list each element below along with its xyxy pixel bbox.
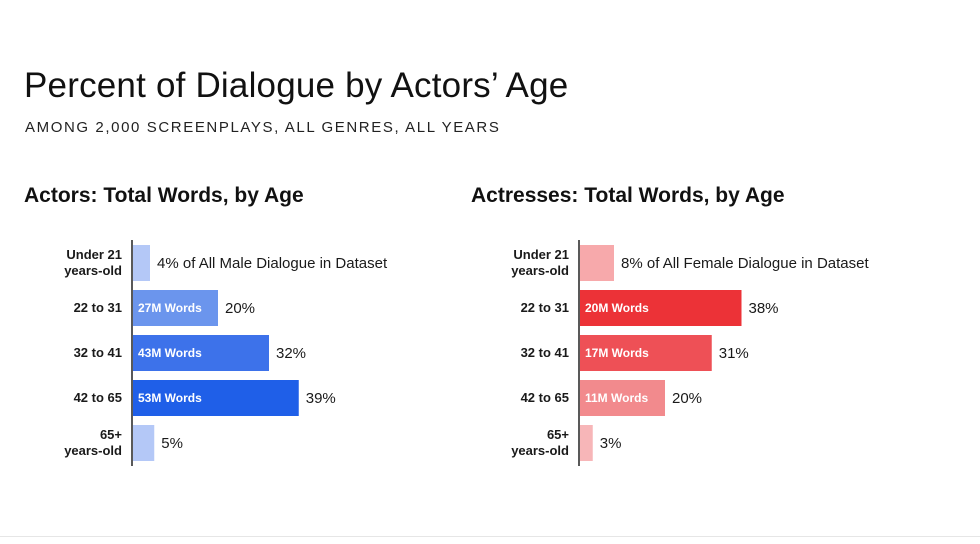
- actresses-bar-label-2: 20M Words: [585, 301, 649, 315]
- actresses-bar-3: [580, 335, 712, 371]
- actresses-bar-label-4: 11M Words: [585, 391, 648, 405]
- page-title: Percent of Dialogue by Actors’ Age: [24, 66, 569, 105]
- actors-bar-4: [133, 380, 299, 416]
- actresses-value-label-5: 3%: [600, 435, 622, 452]
- actors-value-label-3: 32%: [276, 345, 306, 362]
- chart-title-actresses: Actresses: Total Words, by Age: [471, 184, 785, 207]
- actors-bar-3: [133, 335, 269, 371]
- actors-value-label-4: 39%: [306, 390, 336, 407]
- bar-chart-actresses: Under 21 years-old 8% of All Female Dialog…: [511, 240, 869, 466]
- actresses-value-label-4: 20%: [672, 390, 702, 407]
- chart-title-actors: Actors: Total Words, by Age: [24, 184, 304, 207]
- actresses-value-label-2: 38%: [749, 300, 779, 317]
- bar-chart-actors: Under 21 years-old 4% of All Male Dialogue…: [64, 240, 388, 466]
- actors-bar-label-2: 27M Words: [138, 301, 202, 315]
- actresses-category-label-2: 22 to 31: [521, 300, 569, 315]
- divider: [0, 536, 980, 537]
- actresses-bar-1: [580, 245, 614, 281]
- actresses-bar-4: [580, 380, 665, 416]
- actresses-value-label-3: 31%: [719, 345, 749, 362]
- actors-value-label-1: 4% of All Male Dialogue in Dataset: [157, 255, 388, 272]
- actors-value-label-2: 20%: [225, 300, 255, 317]
- actors-category-label-2: 22 to 31: [74, 300, 122, 315]
- actresses-category-label-4: 42 to 65: [521, 390, 569, 405]
- actors-value-label-5: 5%: [161, 435, 183, 452]
- page-subtitle: AMONG 2,000 SCREENPLAYS, ALL GENRES, ALL…: [25, 119, 501, 136]
- actresses-bar-2: [580, 290, 742, 326]
- actresses-category-label-3: 32 to 41: [521, 345, 569, 360]
- actresses-category-label-5: 65+ years-old: [511, 427, 569, 458]
- actresses-bar-5: [580, 425, 593, 461]
- actors-bar-2: [133, 290, 218, 326]
- actresses-value-label-1: 8% of All Female Dialogue in Dataset: [621, 255, 869, 272]
- actors-category-label-3: 32 to 41: [74, 345, 122, 360]
- actors-bar-label-3: 43M Words: [138, 346, 202, 360]
- actors-bar-1: [133, 245, 150, 281]
- actors-bar-label-4: 53M Words: [138, 391, 202, 405]
- actors-category-label-1: Under 21 years-old: [64, 247, 122, 278]
- actors-category-label-5: 65+ years-old: [64, 427, 122, 458]
- actresses-bar-label-3: 17M Words: [585, 346, 649, 360]
- actresses-category-label-1: Under 21 years-old: [511, 247, 569, 278]
- actors-bar-5: [133, 425, 155, 461]
- actors-category-label-4: 42 to 65: [74, 390, 122, 405]
